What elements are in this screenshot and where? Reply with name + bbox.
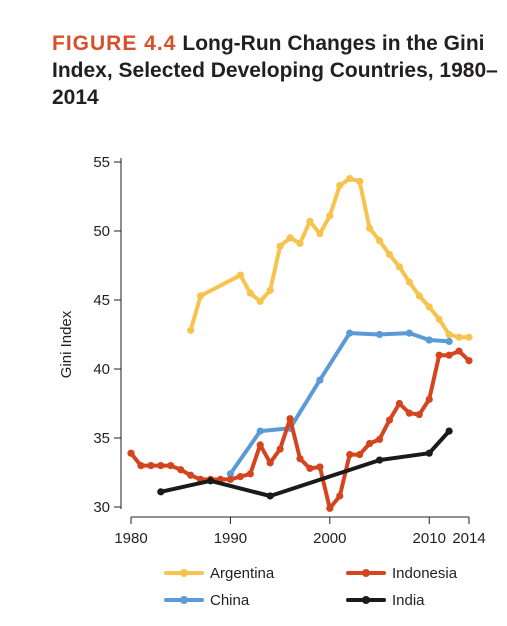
data-point-china-1993: [256, 427, 264, 435]
legend-label-argentina: Argentina: [210, 565, 275, 582]
data-point-china-1990: [226, 470, 235, 478]
data-point-argentina-1993: [256, 297, 264, 305]
data-point-indonesia-1997: [296, 455, 304, 463]
legend-label-indonesia: Indonesia: [392, 565, 458, 582]
data-point-argentina-1987: [196, 292, 205, 300]
x-tick-label-1990: 1990: [214, 530, 247, 547]
data-point-indonesia-2014: [465, 357, 473, 365]
data-point-argentina-2004: [365, 224, 374, 232]
data-point-indonesia-1996: [286, 415, 294, 423]
data-point-india-1983: [157, 488, 165, 496]
data-point-indonesia-1981: [137, 462, 145, 470]
data-point-india-2012: [445, 427, 453, 435]
x-tick-label-2014: 2014: [452, 530, 485, 547]
data-point-argentina-1998: [306, 217, 314, 225]
data-point-india-2005: [375, 456, 384, 464]
data-point-argentina-2013: [455, 333, 463, 341]
data-point-indonesia-2006: [385, 416, 394, 424]
data-point-indonesia-2007: [395, 399, 404, 408]
figure-label: FIGURE 4.4: [52, 32, 177, 55]
y-tick-label-50: 50: [93, 223, 110, 240]
y-tick-label-45: 45: [93, 292, 110, 309]
data-point-indonesia-2003: [356, 450, 364, 459]
data-point-argentina-2010: [425, 303, 433, 311]
y-tick-label-35: 35: [93, 430, 110, 447]
data-point-indonesia-2010: [425, 395, 433, 403]
y-tick-label-40: 40: [93, 361, 110, 378]
data-point-indonesia-1999: [316, 463, 324, 471]
x-tick-label-1980: 1980: [114, 530, 147, 547]
data-point-argentina-1992: [246, 289, 254, 297]
data-point-indonesia-2001: [336, 492, 344, 500]
data-point-india-2010: [425, 449, 433, 457]
data-point-indonesia-2011: [435, 351, 443, 359]
data-point-argentina-2000: [326, 212, 334, 220]
data-point-indonesia-2005: [375, 435, 384, 443]
data-point-argentina-2003: [356, 177, 364, 185]
data-point-indonesia-1983: [157, 462, 165, 470]
y-tick-label-30: 30: [93, 499, 110, 516]
data-point-argentina-2012: [445, 330, 453, 339]
figure-title-text: Long-Run Changes in the Gini Index, Sele…: [52, 32, 498, 109]
data-point-argentina-1996: [286, 234, 294, 242]
legend-marker-argentina: [180, 569, 188, 577]
series-line-india: [158, 429, 452, 498]
data-point-indonesia-2009: [415, 410, 423, 419]
legend-marker-china: [180, 596, 188, 604]
data-point-indonesia-1982: [147, 462, 155, 470]
data-point-china-2012: [445, 337, 453, 345]
data-point-indonesia-1994: [266, 459, 274, 467]
data-point-indonesia-1995: [276, 445, 284, 453]
data-point-indonesia-2000: [326, 504, 334, 512]
data-point-argentina-2007: [395, 263, 404, 271]
data-point-indonesia-1984: [167, 462, 175, 470]
data-point-argentina-1986: [187, 326, 195, 334]
data-point-argentina-2005: [375, 237, 384, 245]
data-point-indonesia-2002: [346, 450, 354, 459]
data-point-argentina-2011: [435, 315, 443, 323]
data-point-china-2005: [375, 330, 384, 339]
data-point-argentina-2008: [405, 278, 413, 286]
data-point-indonesia-1986: [187, 471, 195, 479]
data-point-indonesia-1998: [306, 464, 314, 472]
data-point-argentina-2014: [465, 333, 473, 341]
x-tick-label-2000: 2000: [313, 530, 346, 547]
data-point-china-2010: [425, 336, 433, 344]
data-point-indonesia-1991: [236, 473, 244, 481]
data-point-china-2002: [346, 329, 354, 337]
data-point-china-2008: [405, 329, 413, 337]
data-point-argentina-1999: [316, 230, 324, 238]
data-point-indonesia-1985: [177, 466, 185, 474]
data-point-india-1994: [266, 492, 274, 500]
data-point-indonesia-2013: [455, 347, 463, 355]
data-point-indonesia-2004: [365, 439, 374, 448]
figure-title: FIGURE 4.4 Long-Run Changes in the Gini I…: [52, 30, 502, 111]
data-point-argentina-2002: [346, 174, 354, 183]
data-point-argentina-2006: [385, 250, 394, 259]
x-tick-label-2010: 2010: [413, 530, 446, 547]
data-point-argentina-2009: [415, 292, 423, 300]
data-point-indonesia-2012: [445, 351, 453, 359]
data-point-argentina-2001: [336, 181, 344, 190]
legend-label-india: India: [392, 592, 425, 609]
legend-marker-indonesia: [362, 569, 370, 577]
data-point-china-1999: [316, 376, 324, 384]
y-tick-label-55: 55: [93, 154, 110, 171]
data-point-indonesia-2008: [405, 409, 413, 417]
data-point-argentina-1991: [236, 271, 244, 279]
data-point-argentina-1994: [266, 286, 274, 294]
y-axis-title: Gini Index: [58, 310, 75, 378]
series-line-argentina: [188, 176, 471, 340]
data-point-indonesia-1993: [256, 441, 264, 449]
legend-label-china: China: [210, 592, 250, 609]
data-point-argentina-1995: [276, 242, 284, 250]
data-point-indonesia-1992: [246, 470, 254, 478]
legend-marker-india: [362, 596, 370, 604]
data-point-indonesia-1990: [226, 475, 235, 483]
data-point-india-1988: [206, 477, 215, 485]
data-point-argentina-1997: [296, 239, 304, 248]
data-point-indonesia-1980: [127, 449, 135, 457]
